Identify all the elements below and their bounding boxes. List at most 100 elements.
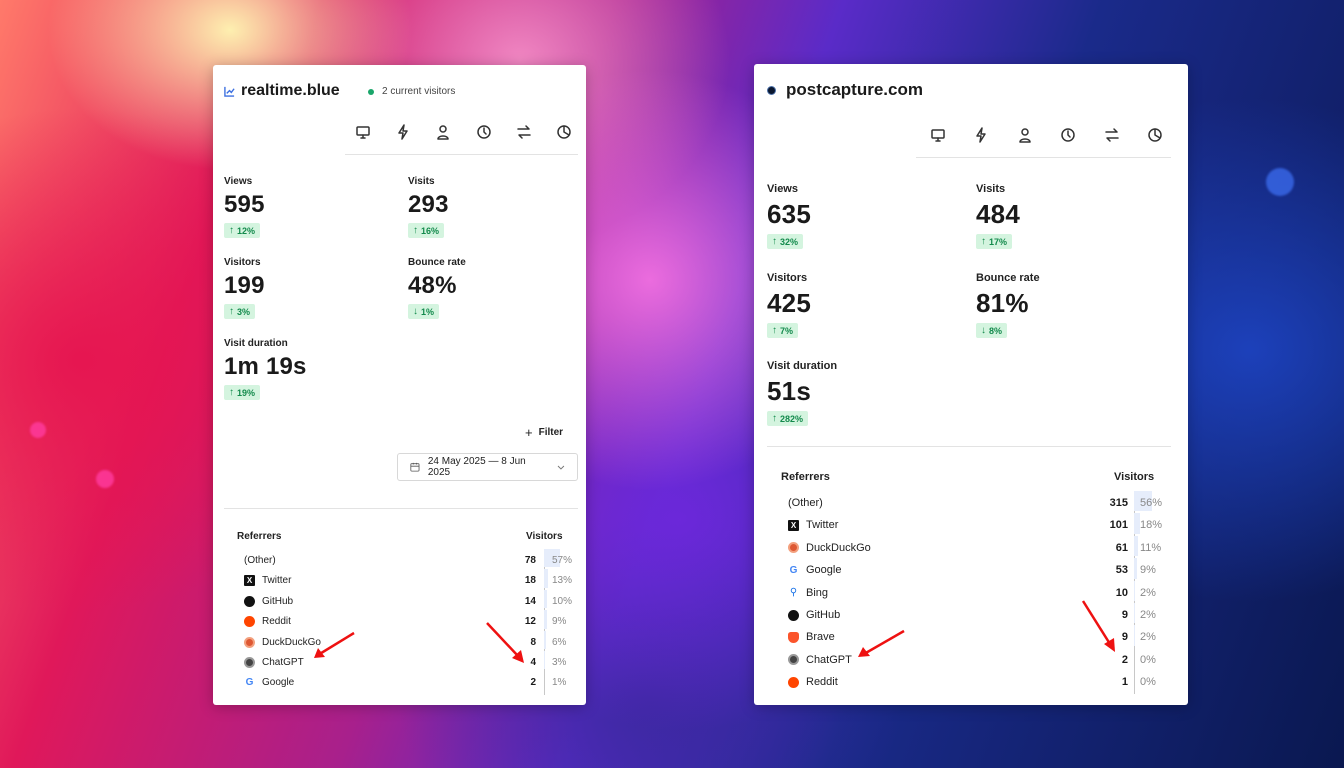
referrer-count: 315 xyxy=(1109,497,1128,509)
breakdown-tab[interactable] xyxy=(553,121,575,143)
referrer-count: 9 xyxy=(1121,609,1128,621)
annotation-arrow xyxy=(314,631,355,658)
arrow-down-icon: ↓ xyxy=(413,306,418,317)
share-bar xyxy=(1134,580,1135,601)
referrer-count: 8 xyxy=(530,636,536,648)
monitor-icon xyxy=(356,126,370,139)
share-bar xyxy=(544,630,546,649)
metric-visitors[interactable]: Visitors 199 ↑ 3% xyxy=(224,257,265,319)
referrer-count: 18 xyxy=(524,575,536,587)
events-tab[interactable] xyxy=(970,124,992,146)
arrow-up-icon: ↑ xyxy=(229,225,234,236)
events-tab[interactable] xyxy=(392,121,414,143)
metric-label: Visitors xyxy=(224,257,261,268)
referrer-count: 1 xyxy=(1121,676,1128,689)
current-visitors-text: 2 current visitors xyxy=(382,86,456,97)
referrer-name: (Other) xyxy=(244,555,276,566)
metric-visits[interactable]: Visits 293 ↑ 16% xyxy=(408,176,449,238)
change-badge: ↑ 282% xyxy=(767,411,809,426)
share-bar xyxy=(544,569,548,588)
change-value: 282% xyxy=(780,413,804,424)
referrer-percent: 0% xyxy=(1140,653,1156,666)
bing-icon: ⚲ xyxy=(789,587,798,599)
change-value: 17% xyxy=(989,236,1008,247)
change-value: 8% xyxy=(989,325,1003,336)
change-value: 12% xyxy=(237,225,256,236)
referrer-row[interactable]: ChatGPT 2 0% xyxy=(788,654,1168,666)
referrer-count: 53 xyxy=(1115,564,1128,577)
metric-visitors[interactable]: Visitors 425 ↑ 7% xyxy=(767,272,811,338)
visitors-tab[interactable] xyxy=(1014,124,1036,146)
metric-visit-duration[interactable]: Visit duration 1m 19s ↑ 19% xyxy=(224,338,307,400)
referrer-percent: 57% xyxy=(552,555,573,566)
metric-label: Visits xyxy=(408,176,435,187)
change-value: 7% xyxy=(780,325,794,336)
referrer-name: Reddit xyxy=(806,676,838,689)
referrer-row[interactable]: ⚲ Bing 10 2% xyxy=(788,587,1168,599)
metric-label: Visit duration xyxy=(224,338,288,349)
site-title[interactable]: realtime.blue xyxy=(224,82,340,100)
referrer-count: 14 xyxy=(524,595,536,607)
change-badge: ↑ 19% xyxy=(224,385,261,400)
analytics-card-realtime-blue: realtime.blue 2 current visitors Views 5… xyxy=(213,65,586,705)
metric-label: Visitors xyxy=(767,272,808,284)
referrer-name: GitHub xyxy=(806,609,841,621)
swap-icon xyxy=(517,125,531,139)
metric-views[interactable]: Views 595 ↑ 12% xyxy=(224,176,265,238)
metric-value: 595 xyxy=(224,191,265,218)
referrer-name: ChatGPT xyxy=(262,657,304,668)
change-value: 16% xyxy=(421,225,440,236)
github-icon xyxy=(244,595,255,607)
user-icon xyxy=(1019,128,1031,143)
referrer-percent: 0% xyxy=(1140,676,1156,689)
referrers-tab[interactable] xyxy=(1101,124,1123,146)
change-badge: ↑ 7% xyxy=(767,323,799,338)
change-badge: ↓ 1% xyxy=(408,304,440,319)
change-badge: ↓ 8% xyxy=(976,323,1008,338)
referrer-row[interactable]: G Google 53 9% xyxy=(788,564,1168,576)
metric-visits[interactable]: Visits 484 ↑ 17% xyxy=(976,183,1020,249)
referrer-percent: 2% xyxy=(1140,609,1156,621)
devices-tab[interactable] xyxy=(352,121,374,143)
filter-button[interactable]: + Filter xyxy=(525,425,563,440)
metric-bounce-rate[interactable]: Bounce rate 48% ↓ 1% xyxy=(408,257,466,319)
calendar-icon xyxy=(410,462,420,472)
referrer-row[interactable]: Brave 9 2% xyxy=(788,631,1168,643)
visitors-tab[interactable] xyxy=(432,121,454,143)
time-tab[interactable] xyxy=(473,121,495,143)
share-bar xyxy=(544,589,547,609)
referrer-row[interactable]: GitHub 14 10% xyxy=(244,595,574,607)
share-bar xyxy=(1134,625,1135,646)
referrer-row[interactable]: (Other) 78 57% xyxy=(244,555,574,566)
visitors-header: Visitors xyxy=(1114,471,1155,483)
annotation-arrow xyxy=(486,622,524,663)
google-icon: G xyxy=(789,564,798,576)
referrer-row[interactable]: X Twitter 18 13% xyxy=(244,575,574,587)
clock-icon xyxy=(1061,128,1075,142)
monitor-icon xyxy=(931,129,945,142)
devices-tab[interactable] xyxy=(927,124,949,146)
metric-views[interactable]: Views 635 ↑ 32% xyxy=(767,183,811,249)
github-icon xyxy=(788,609,799,621)
site-title[interactable]: postcapture.com xyxy=(767,80,923,100)
referrer-row[interactable]: GitHub 9 2% xyxy=(788,609,1168,621)
referrer-row[interactable]: DuckDuckGo 8 6% xyxy=(244,636,574,648)
time-tab[interactable] xyxy=(1057,124,1079,146)
arrow-up-icon: ↑ xyxy=(229,306,234,317)
referrer-row[interactable]: X Twitter 101 18% xyxy=(788,519,1168,531)
referrer-row[interactable]: (Other) 315 56% xyxy=(788,497,1168,509)
referrer-row[interactable]: G Google 2 1% xyxy=(244,677,574,688)
view-toolbar xyxy=(345,121,578,155)
referrer-row[interactable]: ChatGPT 4 3% xyxy=(244,657,574,668)
duckduckgo-icon xyxy=(788,542,799,554)
referrer-row[interactable]: Reddit 12 9% xyxy=(244,616,574,628)
metric-visit-duration[interactable]: Visit duration 51s ↑ 282% xyxy=(767,360,837,426)
metric-bounce-rate[interactable]: Bounce rate 81% ↓ 8% xyxy=(976,272,1040,338)
date-range-picker[interactable]: 24 May 2025 — 8 Jun 2025 xyxy=(397,453,578,481)
referrer-row[interactable]: Reddit 1 0% xyxy=(788,676,1168,688)
referrers-tab[interactable] xyxy=(513,121,535,143)
current-visitors[interactable]: 2 current visitors xyxy=(368,86,455,97)
bolt-icon xyxy=(398,124,408,140)
breakdown-tab[interactable] xyxy=(1144,124,1166,146)
referrer-row[interactable]: DuckDuckGo 61 11% xyxy=(788,542,1168,554)
